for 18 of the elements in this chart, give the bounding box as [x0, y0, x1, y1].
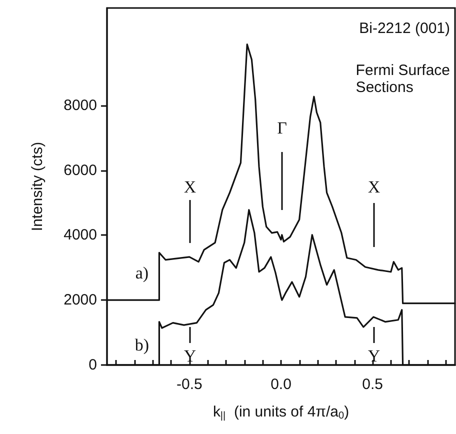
annotation: b) — [134, 336, 150, 354]
y-tick-label: 2000 — [64, 292, 97, 309]
text: -0.5 — [176, 376, 202, 393]
annotation: X — [368, 178, 380, 196]
annotation: Bi-2212 (001) — [359, 20, 450, 37]
annotation: X — [184, 178, 196, 196]
y-tick-label: 0 — [88, 356, 97, 374]
annotation: Y — [184, 346, 196, 366]
y-tick-label: 4000 — [64, 226, 97, 244]
annotation: Fermi Surface Sections — [356, 62, 450, 96]
y-tick-label: 6000 — [64, 162, 97, 179]
x-tick-label: 0.0 — [270, 376, 292, 393]
annotation: a) — [135, 264, 149, 282]
y-tick-label: 8000 — [64, 96, 97, 114]
annotation: Γ — [277, 118, 288, 138]
x-tick-label: 0.5 — [362, 376, 384, 393]
y-axis-title: Intensity (cts) — [29, 142, 46, 232]
annotation: Y — [368, 346, 380, 366]
